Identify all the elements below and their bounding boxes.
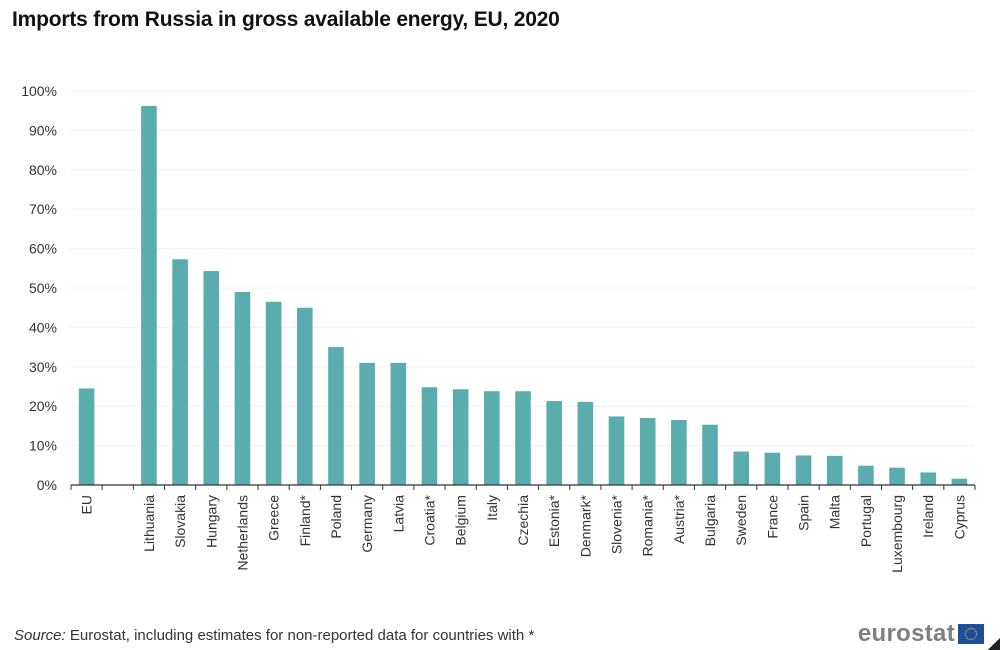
x-tick-label: France: [764, 495, 780, 539]
x-tick-label: Sweden: [733, 495, 749, 546]
source-label: Source:: [14, 627, 66, 644]
bar-spain: [795, 455, 812, 485]
bar-czechia: [515, 391, 531, 485]
bar-sweden: [733, 451, 749, 485]
bar-netherlands: [234, 291, 251, 485]
y-tick-label: 20%: [29, 398, 57, 414]
x-tick-label: Finland*: [297, 494, 313, 546]
y-tick-label: 0%: [37, 477, 57, 493]
bar-eu: [78, 388, 95, 485]
y-tick-label: 100%: [21, 83, 57, 99]
x-tick-label: Luxembourg: [889, 495, 905, 573]
x-tick-label: EU: [79, 495, 95, 514]
bar-estonia: [546, 401, 562, 485]
x-tick-label: Ireland: [920, 495, 936, 538]
bar-slovenia: [608, 416, 625, 485]
bar-poland: [328, 347, 344, 485]
x-tick-label: Slovenia*: [609, 494, 625, 554]
y-tick-label: 10%: [29, 438, 57, 454]
bar-belgium: [452, 389, 469, 485]
x-tick-label: Bulgaria: [702, 495, 718, 547]
x-tick-label: Netherlands: [234, 495, 250, 571]
bar-bulgaria: [702, 424, 718, 485]
x-tick-label: Italy: [484, 495, 500, 521]
y-tick-label: 90%: [29, 122, 57, 138]
x-tick-label: Hungary: [203, 495, 219, 548]
bar-ireland: [920, 472, 937, 485]
y-tick-label: 80%: [29, 162, 57, 178]
bar-romania: [639, 418, 656, 485]
x-tick-label: Czechia: [515, 495, 531, 546]
x-tick-label: Latvia: [390, 495, 406, 533]
bar-croatia: [421, 387, 438, 485]
x-tick-label: Germany: [359, 495, 375, 553]
x-tick-label: Austria*: [671, 494, 687, 544]
y-tick-label: 40%: [29, 319, 57, 335]
source-text: Eurostat, including estimates for non-re…: [65, 627, 535, 644]
bar-slovakia: [172, 259, 188, 485]
x-tick-label: Poland: [328, 495, 344, 539]
x-tick-label: Estonia*: [546, 494, 562, 547]
bar-denmark: [577, 401, 594, 485]
x-tick-label: Croatia*: [421, 494, 437, 545]
x-tick-label: Belgium: [453, 495, 469, 546]
y-tick-label: 30%: [29, 359, 57, 375]
eurostat-logo: eurostat: [858, 620, 984, 648]
bar-greece: [265, 301, 282, 485]
x-tick-label: Portugal: [858, 495, 874, 547]
x-tick-label: Greece: [266, 495, 282, 541]
resize-corner-icon: [988, 638, 1000, 650]
y-tick-label: 70%: [29, 201, 57, 217]
bar-finland: [297, 307, 313, 485]
bar-malta: [826, 455, 843, 485]
bar-hungary: [203, 271, 220, 485]
x-tick-label: Malta: [827, 495, 843, 529]
chart-title: Imports from Russia in gross available e…: [12, 8, 560, 31]
x-tick-label: Denmark*: [577, 494, 593, 557]
bar-latvia: [390, 362, 407, 485]
x-tick-label: Lithuania: [141, 495, 157, 552]
x-tick-label: Spain: [796, 495, 812, 531]
x-tick-label: Slovakia: [172, 495, 188, 548]
source-note: Source: Eurostat, including estimates fo…: [14, 627, 534, 644]
bar-portugal: [858, 465, 874, 485]
bar-chart: 0% 10% 20% 30% 40% 50% 60% 70% 80% 90% 100% EU Lithu…: [21, 83, 976, 573]
x-tick-label: Romania*: [640, 494, 656, 556]
eu-flag-icon: [958, 624, 984, 644]
bar-germany: [359, 362, 375, 485]
y-tick-label: 50%: [29, 280, 57, 296]
bar-luxembourg: [889, 467, 905, 485]
bar-austria: [671, 419, 687, 485]
bar-lithuania: [141, 105, 157, 486]
y-tick-label: 60%: [29, 241, 57, 257]
bar-italy: [484, 391, 500, 485]
bar-france: [764, 452, 781, 485]
x-tick-label: Cyprus: [951, 495, 967, 539]
bar-cyprus: [951, 478, 968, 485]
logo-text: eurostat: [857, 620, 955, 647]
